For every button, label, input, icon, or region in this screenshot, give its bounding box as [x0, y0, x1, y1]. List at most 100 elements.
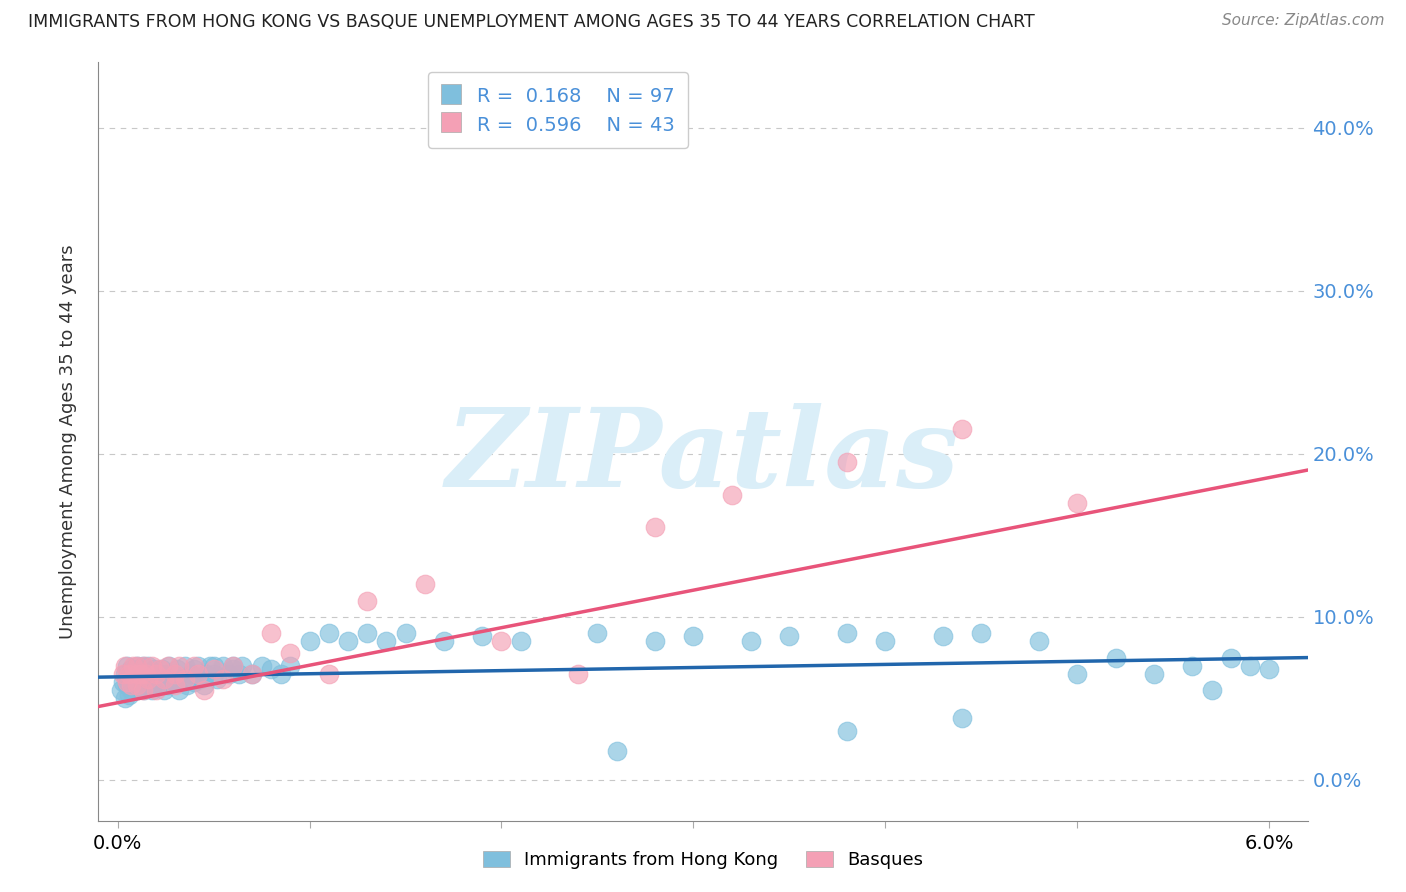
- Point: [129, 666, 152, 681]
- Point: [183, 658, 205, 673]
- Point: [280, 646, 302, 660]
- Point: [250, 658, 273, 673]
- Point: [222, 658, 245, 673]
- Point: [155, 666, 177, 681]
- Point: [188, 672, 211, 686]
- Point: [835, 723, 858, 738]
- Point: [118, 672, 141, 686]
- Point: [835, 626, 858, 640]
- Point: [152, 683, 174, 698]
- Point: [932, 629, 955, 643]
- Point: [173, 658, 195, 673]
- Point: [222, 658, 245, 673]
- Point: [193, 678, 215, 692]
- Point: [131, 675, 153, 690]
- Point: [141, 683, 163, 698]
- Point: [222, 662, 245, 676]
- Point: [136, 658, 159, 673]
- Point: [145, 683, 167, 698]
- Point: [875, 634, 897, 648]
- Point: [187, 666, 209, 681]
- Point: [183, 662, 205, 676]
- Point: [156, 678, 179, 692]
- Point: [129, 678, 152, 692]
- Point: [644, 634, 666, 648]
- Point: [567, 666, 589, 681]
- Point: [110, 683, 132, 698]
- Point: [150, 662, 173, 676]
- Point: [778, 629, 800, 643]
- Point: [120, 683, 142, 698]
- Point: [194, 666, 217, 681]
- Point: [298, 634, 321, 648]
- Point: [143, 662, 166, 676]
- Point: [228, 666, 250, 681]
- Point: [1258, 662, 1281, 676]
- Point: [1219, 650, 1241, 665]
- Point: [471, 629, 494, 643]
- Point: [586, 626, 609, 640]
- Point: [149, 662, 172, 676]
- Point: [1066, 496, 1088, 510]
- Point: [1028, 634, 1050, 648]
- Point: [356, 593, 378, 607]
- Point: [212, 672, 235, 686]
- Point: [240, 666, 263, 681]
- Point: [187, 658, 209, 673]
- Point: [183, 675, 205, 690]
- Point: [270, 666, 292, 681]
- Point: [152, 672, 174, 686]
- Point: [173, 672, 195, 686]
- Text: 0.0%: 0.0%: [93, 834, 142, 853]
- Point: [165, 666, 187, 681]
- Point: [180, 666, 202, 681]
- Point: [125, 658, 148, 673]
- Point: [115, 675, 138, 690]
- Point: [125, 662, 148, 676]
- Point: [509, 634, 531, 648]
- Point: [129, 666, 152, 681]
- Point: [125, 666, 148, 681]
- Point: [131, 683, 153, 698]
- Point: [433, 634, 456, 648]
- Text: 6.0%: 6.0%: [1244, 834, 1294, 853]
- Point: [193, 683, 215, 698]
- Point: [950, 711, 973, 725]
- Point: [122, 666, 145, 681]
- Point: [644, 520, 666, 534]
- Point: [146, 678, 169, 692]
- Point: [149, 672, 172, 686]
- Point: [202, 662, 225, 676]
- Point: [336, 634, 359, 648]
- Point: [970, 626, 993, 640]
- Point: [1239, 658, 1261, 673]
- Point: [218, 666, 240, 681]
- Point: [135, 666, 157, 681]
- Point: [207, 672, 229, 686]
- Point: [356, 626, 378, 640]
- Text: ZIPatlas: ZIPatlas: [446, 403, 960, 510]
- Point: [125, 658, 148, 673]
- Point: [118, 688, 141, 702]
- Point: [202, 658, 225, 673]
- Text: Source: ZipAtlas.com: Source: ZipAtlas.com: [1222, 13, 1385, 29]
- Point: [131, 658, 153, 673]
- Point: [122, 675, 145, 690]
- Point: [950, 422, 973, 436]
- Point: [160, 672, 183, 686]
- Point: [145, 666, 167, 681]
- Point: [1066, 666, 1088, 681]
- Point: [141, 658, 163, 673]
- Point: [135, 678, 157, 692]
- Point: [682, 629, 704, 643]
- Point: [720, 487, 742, 501]
- Point: [172, 672, 194, 686]
- Point: [145, 666, 167, 681]
- Point: [124, 678, 146, 692]
- Point: [231, 658, 253, 673]
- Point: [491, 634, 513, 648]
- Point: [115, 678, 138, 692]
- Point: [167, 683, 190, 698]
- Point: [166, 662, 188, 676]
- Point: [165, 666, 187, 681]
